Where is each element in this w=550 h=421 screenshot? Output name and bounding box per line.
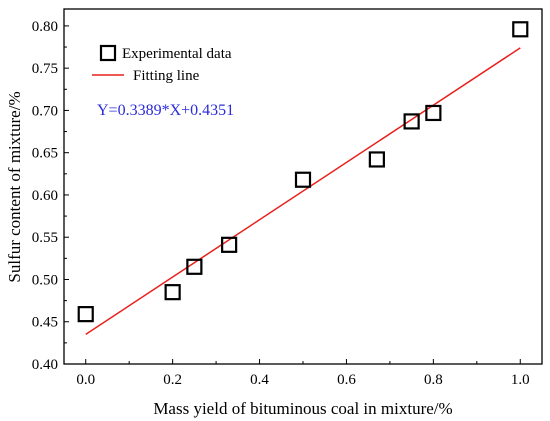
legend-label-fit: Fitting line: [133, 68, 200, 84]
data-point: [221, 236, 238, 253]
y-tick-label: 0.70: [32, 103, 58, 119]
data-point: [425, 104, 442, 122]
data-point: [294, 171, 312, 188]
equation-annotation: Y=0.3389*X+0.4351: [97, 102, 234, 119]
legend: Experimental data Fitting line: [92, 44, 232, 84]
data-point: [186, 258, 203, 275]
x-axis-label: Mass yield of bituminous coal in mixture…: [153, 399, 452, 418]
x-tick-label: 0.6: [337, 372, 356, 388]
legend-marker-experimental: [99, 44, 117, 62]
data-point: [77, 306, 94, 323]
x-tick-label: 0.0: [76, 372, 95, 388]
y-tick-label: 0.80: [32, 19, 58, 35]
y-axis-label: Sulfur content of mixture/%: [5, 91, 24, 282]
data-point: [403, 113, 420, 130]
ticks: 0.0 0.2 0.4 0.6 0.8 1.0 0.40 0.45 0.50 0.55 0.60 0.…: [32, 19, 530, 388]
data-point: [164, 284, 181, 301]
x-tick-label: 0.2: [163, 372, 182, 388]
x-tick-label: 1.0: [511, 372, 530, 388]
y-tick-label: 0.40: [32, 357, 58, 373]
y-tick-label: 0.65: [32, 146, 58, 162]
y-tick-label: 0.55: [32, 230, 58, 246]
fit-line-group: [85, 47, 521, 335]
x-tick-label: 0.4: [250, 372, 269, 388]
data-point: [512, 21, 529, 38]
data-point: [368, 151, 385, 168]
fit-line: [85, 47, 521, 335]
data-points: [77, 21, 529, 323]
legend-label-experimental: Experimental data: [122, 46, 232, 62]
y-tick-label: 0.60: [32, 188, 58, 204]
y-tick-label: 0.45: [32, 315, 58, 331]
y-tick-label: 0.50: [32, 272, 58, 288]
y-tick-label: 0.75: [32, 61, 58, 77]
x-tick-label: 0.8: [424, 372, 443, 388]
